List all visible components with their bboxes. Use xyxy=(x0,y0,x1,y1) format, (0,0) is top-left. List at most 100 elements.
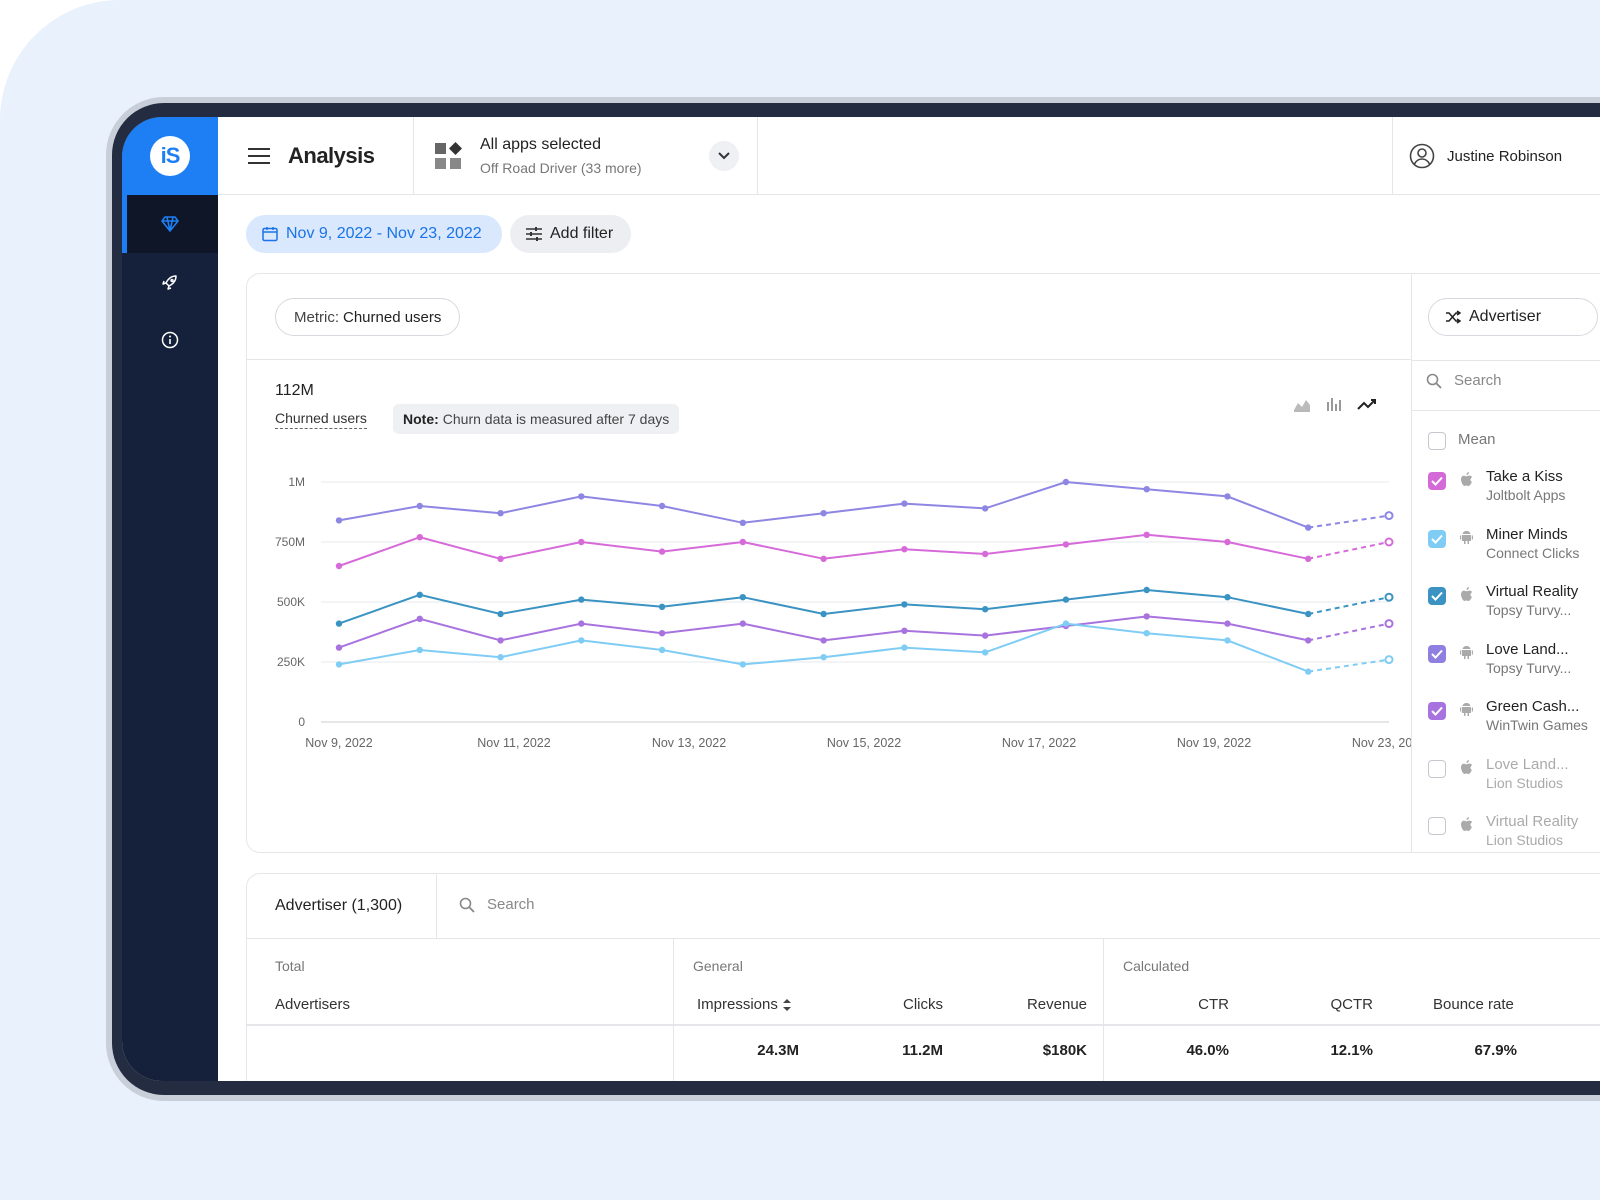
data-point[interactable] xyxy=(1305,555,1312,562)
table-search[interactable]: Search xyxy=(459,896,535,913)
checkbox-checked[interactable] xyxy=(1428,644,1446,663)
bar-chart-icon[interactable] xyxy=(1325,396,1343,412)
data-point[interactable] xyxy=(1384,619,1394,629)
data-point[interactable] xyxy=(1062,620,1070,627)
legend-search[interactable]: Search xyxy=(1426,372,1502,389)
data-point[interactable] xyxy=(1305,668,1312,675)
data-point[interactable] xyxy=(497,610,504,618)
data-point[interactable] xyxy=(578,620,585,627)
data-point[interactable] xyxy=(1224,620,1231,627)
data-point[interactable] xyxy=(981,505,989,512)
data-point[interactable] xyxy=(497,637,504,644)
data-point[interactable] xyxy=(981,632,989,639)
data-point[interactable] xyxy=(1305,524,1312,531)
col-ctr[interactable]: CTR xyxy=(1198,996,1229,1013)
data-point[interactable] xyxy=(1143,586,1150,594)
table-tab[interactable]: Advertiser (1,300) xyxy=(247,874,437,938)
data-point[interactable] xyxy=(1384,655,1394,665)
data-point[interactable] xyxy=(981,550,989,558)
data-point[interactable] xyxy=(1224,493,1231,500)
date-range-button[interactable]: Nov 9, 2022 - Nov 23, 2022 xyxy=(246,215,502,253)
col-clicks[interactable]: Clicks xyxy=(903,996,943,1013)
data-point[interactable] xyxy=(739,661,747,668)
data-point[interactable] xyxy=(1062,596,1070,603)
data-point[interactable] xyxy=(901,601,908,608)
data-point[interactable] xyxy=(739,519,747,526)
data-point[interactable] xyxy=(901,644,908,651)
data-point[interactable] xyxy=(739,538,747,546)
data-point[interactable] xyxy=(1143,613,1150,620)
data-point[interactable] xyxy=(1224,538,1231,546)
nav-item-info[interactable] xyxy=(122,311,218,369)
data-point[interactable] xyxy=(416,502,423,510)
data-point[interactable] xyxy=(1305,610,1312,618)
data-point[interactable] xyxy=(820,610,827,618)
group-by-button[interactable]: Advertiser xyxy=(1428,298,1598,336)
menu-icon[interactable] xyxy=(248,147,270,164)
legend-item[interactable]: Virtual Reality Lion Studios xyxy=(1428,813,1578,848)
checkbox-checked[interactable] xyxy=(1428,587,1446,605)
legend-item[interactable]: Love Land... Lion Studios xyxy=(1428,756,1569,791)
data-point[interactable] xyxy=(497,654,504,661)
data-point[interactable] xyxy=(658,603,666,610)
data-point[interactable] xyxy=(1384,537,1394,547)
data-point[interactable] xyxy=(658,646,666,654)
data-point[interactable] xyxy=(1062,478,1070,486)
app-selector[interactable]: All apps selected Off Road Driver (33 mo… xyxy=(413,117,758,195)
checkbox[interactable] xyxy=(1428,759,1446,778)
nav-item-campaigns[interactable] xyxy=(122,253,218,311)
data-point[interactable] xyxy=(1384,592,1394,602)
checkbox-checked[interactable] xyxy=(1428,529,1446,548)
legend-item[interactable]: Virtual Reality Topsy Turvy... xyxy=(1428,583,1578,618)
area-chart-icon[interactable] xyxy=(1293,396,1311,412)
line-chart-icon[interactable] xyxy=(1357,396,1377,412)
data-point[interactable] xyxy=(416,534,423,541)
data-point[interactable] xyxy=(578,596,585,603)
legend-item[interactable]: Take a Kiss Joltbolt Apps xyxy=(1428,468,1565,503)
data-point[interactable] xyxy=(820,654,827,661)
data-point[interactable] xyxy=(739,594,747,601)
legend-item[interactable]: Love Land... Topsy Turvy... xyxy=(1428,641,1571,676)
checkbox[interactable] xyxy=(1428,817,1446,835)
legend-item[interactable]: Green Cash... WinTwin Games xyxy=(1428,698,1588,733)
sort-icon[interactable] xyxy=(782,998,792,1012)
data-point[interactable] xyxy=(335,620,343,627)
data-point[interactable] xyxy=(497,510,504,517)
data-point[interactable] xyxy=(1224,637,1231,644)
data-point[interactable] xyxy=(416,615,423,622)
data-point[interactable] xyxy=(658,630,666,637)
data-point[interactable] xyxy=(981,649,989,656)
checkbox-checked[interactable] xyxy=(1428,472,1446,490)
data-point[interactable] xyxy=(578,637,585,644)
data-point[interactable] xyxy=(578,493,585,500)
data-point[interactable] xyxy=(820,637,827,644)
data-point[interactable] xyxy=(1143,486,1150,493)
data-point[interactable] xyxy=(1384,511,1394,521)
data-point[interactable] xyxy=(1062,541,1070,548)
data-point[interactable] xyxy=(335,661,343,668)
data-point[interactable] xyxy=(820,510,827,517)
data-point[interactable] xyxy=(1143,630,1150,637)
data-point[interactable] xyxy=(658,548,666,555)
col-qctr[interactable]: QCTR xyxy=(1330,996,1374,1013)
nav-item-analysis[interactable] xyxy=(122,195,218,253)
data-point[interactable] xyxy=(901,546,908,553)
col-revenue[interactable]: Revenue xyxy=(1026,996,1087,1013)
data-point[interactable] xyxy=(981,606,989,613)
data-point[interactable] xyxy=(901,627,908,634)
col-advertisers[interactable]: Advertisers xyxy=(275,996,351,1013)
data-point[interactable] xyxy=(901,500,908,507)
data-point[interactable] xyxy=(739,620,747,627)
data-point[interactable] xyxy=(658,502,666,510)
data-point[interactable] xyxy=(820,555,827,562)
data-point[interactable] xyxy=(416,646,423,654)
data-point[interactable] xyxy=(335,644,343,651)
data-point[interactable] xyxy=(497,555,504,562)
metric-selector[interactable]: Metric: Churned users xyxy=(275,298,461,336)
data-point[interactable] xyxy=(416,591,423,598)
data-point[interactable] xyxy=(1224,594,1231,601)
chevron-down-icon[interactable] xyxy=(709,141,739,171)
data-point[interactable] xyxy=(335,562,343,570)
checkbox-checked[interactable] xyxy=(1428,702,1446,720)
metric-label[interactable]: Churned users xyxy=(275,410,367,429)
